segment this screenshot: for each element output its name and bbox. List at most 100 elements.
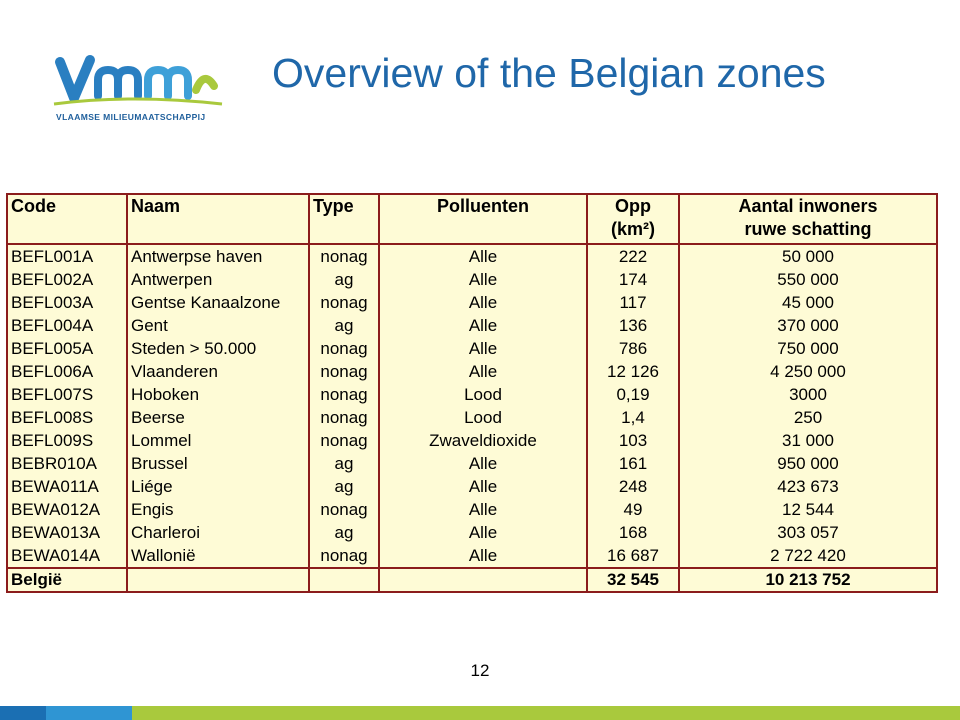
table-row: BEFL003A Gentse Kanaalzone nonag Alle 117 45 … — [6, 291, 938, 314]
table-total-row: België 32 545 10 213 752 — [6, 567, 938, 592]
cell-type: ag — [308, 452, 380, 475]
table-row: BEWA013A Charleroi ag Alle 168 303 057 — [6, 521, 938, 544]
total-type — [308, 567, 380, 592]
header-opp-line1: Opp — [615, 196, 651, 216]
header-opp-line2: (km²) — [611, 219, 655, 239]
table-row: BEFL002A Antwerpen ag Alle 174 550 000 — [6, 268, 938, 291]
header-polluenten: Polluenten — [378, 194, 588, 245]
cell-naam: Wallonië — [126, 544, 310, 568]
cell-polluenten: Alle — [378, 360, 588, 383]
footer-bar-light-blue — [46, 706, 132, 720]
table-row: BEFL005A Steden > 50.000 nonag Alle 786 750 0… — [6, 337, 938, 360]
cell-naam: Gent — [126, 314, 310, 337]
cell-code: BEFL006A — [6, 360, 128, 383]
footer-bar-green — [132, 706, 960, 720]
logo-subtitle: VLAAMSE MILIEUMAATSCHAPPIJ — [56, 112, 206, 122]
cell-opp: 0,19 — [586, 383, 680, 406]
total-polluenten — [378, 567, 588, 592]
cell-type: nonag — [308, 244, 380, 268]
cell-type: nonag — [308, 406, 380, 429]
cell-polluenten: Alle — [378, 521, 588, 544]
cell-opp: 136 — [586, 314, 680, 337]
cell-code: BEFL007S — [6, 383, 128, 406]
cell-inwoners: 12 544 — [678, 498, 938, 521]
cell-polluenten: Alle — [378, 291, 588, 314]
cell-opp: 222 — [586, 244, 680, 268]
cell-inwoners: 2 722 420 — [678, 544, 938, 568]
cell-polluenten: Alle — [378, 314, 588, 337]
cell-inwoners: 250 — [678, 406, 938, 429]
cell-type: nonag — [308, 429, 380, 452]
cell-polluenten: Alle — [378, 544, 588, 568]
cell-opp: 786 — [586, 337, 680, 360]
cell-naam: Charleroi — [126, 521, 310, 544]
cell-naam: Engis — [126, 498, 310, 521]
cell-polluenten: Alle — [378, 337, 588, 360]
cell-polluenten: Alle — [378, 452, 588, 475]
cell-type: nonag — [308, 291, 380, 314]
cell-naam: Antwerpse haven — [126, 244, 310, 268]
cell-polluenten: Alle — [378, 498, 588, 521]
cell-code: BEWA013A — [6, 521, 128, 544]
cell-inwoners: 370 000 — [678, 314, 938, 337]
cell-code: BEFL008S — [6, 406, 128, 429]
cell-type: ag — [308, 475, 380, 498]
cell-type: ag — [308, 314, 380, 337]
cell-type: nonag — [308, 383, 380, 406]
total-naam — [126, 567, 310, 592]
cell-code: BEFL001A — [6, 244, 128, 268]
cell-inwoners: 950 000 — [678, 452, 938, 475]
cell-opp: 49 — [586, 498, 680, 521]
cell-naam: Brussel — [126, 452, 310, 475]
header-naam: Naam — [126, 194, 310, 245]
header-inwoners: Aantal inwoners ruwe schatting — [678, 194, 938, 245]
cell-type: nonag — [308, 498, 380, 521]
cell-inwoners: 31 000 — [678, 429, 938, 452]
header-inwoners-line2: ruwe schatting — [744, 219, 872, 239]
table-row: BEFL006A Vlaanderen nonag Alle 12 126 4 250 0… — [6, 360, 938, 383]
cell-polluenten: Lood — [378, 406, 588, 429]
header-code: Code — [6, 194, 128, 245]
total-code: België — [6, 567, 128, 592]
cell-type: nonag — [308, 337, 380, 360]
page-number: 12 — [470, 661, 490, 680]
cell-inwoners: 4 250 000 — [678, 360, 938, 383]
cell-code: BEFL002A — [6, 268, 128, 291]
vmm-logo-mark — [53, 55, 223, 106]
cell-type: ag — [308, 521, 380, 544]
cell-polluenten: Alle — [378, 475, 588, 498]
cell-opp: 174 — [586, 268, 680, 291]
cell-naam: Beerse — [126, 406, 310, 429]
cell-opp: 16 687 — [586, 544, 680, 568]
cell-type: nonag — [308, 360, 380, 383]
cell-opp: 248 — [586, 475, 680, 498]
cell-naam: Lommel — [126, 429, 310, 452]
cell-opp: 161 — [586, 452, 680, 475]
cell-code: BEWA011A — [6, 475, 128, 498]
cell-opp: 103 — [586, 429, 680, 452]
cell-code: BEBR010A — [6, 452, 128, 475]
total-inwoners: 10 213 752 — [678, 567, 938, 592]
cell-opp: 1,4 — [586, 406, 680, 429]
table-row: BEBR010A Brussel ag Alle 161 950 000 — [6, 452, 938, 475]
cell-type: ag — [308, 268, 380, 291]
table-body: BEFL001A Antwerpse haven nonag Alle 222 50 00… — [6, 244, 938, 592]
cell-inwoners: 550 000 — [678, 268, 938, 291]
header-inwoners-line1: Aantal inwoners — [738, 196, 878, 216]
table-row: BEFL008S Beerse nonag Lood 1,4 250 — [6, 406, 938, 429]
cell-naam: Steden > 50.000 — [126, 337, 310, 360]
cell-inwoners: 750 000 — [678, 337, 938, 360]
cell-type: nonag — [308, 544, 380, 568]
vmm-logo: VLAAMSE MILIEUMAATSCHAPPIJ — [52, 50, 227, 130]
cell-polluenten: Lood — [378, 383, 588, 406]
footer-color-bar — [0, 706, 960, 720]
footer-bar-dark-blue — [0, 706, 46, 720]
cell-inwoners: 45 000 — [678, 291, 938, 314]
header-opp: Opp (km²) — [586, 194, 680, 245]
cell-naam: Gentse Kanaalzone — [126, 291, 310, 314]
cell-code: BEWA014A — [6, 544, 128, 568]
cell-inwoners: 423 673 — [678, 475, 938, 498]
table-row: BEWA011A Liége ag Alle 248 423 673 — [6, 475, 938, 498]
cell-naam: Vlaanderen — [126, 360, 310, 383]
table-row: BEWA012A Engis nonag Alle 49 12 544 — [6, 498, 938, 521]
